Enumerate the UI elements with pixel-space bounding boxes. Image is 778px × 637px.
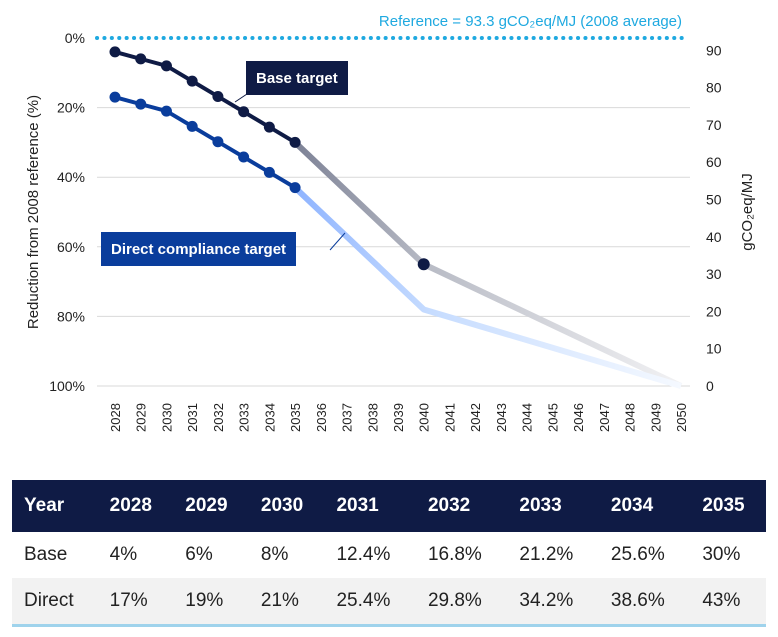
data-table: Year 2028 2029 2030 2031 2032 2033 2034 2035 Bas… — [12, 480, 766, 627]
chart: 0% 20% 40% 60% 80% 100% 90 80 70 60 50 40 30 20 10 0 202… — [25, 13, 756, 432]
x-tick-label: 2040 — [417, 403, 432, 432]
data-point — [289, 136, 301, 148]
data-point — [289, 182, 301, 194]
table-cell: Base — [24, 544, 68, 565]
table-cell: 6% — [185, 544, 213, 565]
x-tick-label: 2047 — [597, 403, 612, 432]
projection-line — [293, 185, 682, 389]
y-tick-label: 20% — [57, 100, 85, 116]
y-tick-label: 60% — [57, 239, 85, 255]
y-tick-label: 80% — [57, 308, 85, 324]
table-cell: 25.6% — [610, 544, 665, 565]
direct-label-leader — [329, 232, 346, 251]
table-cell: 34.2% — [507, 578, 599, 627]
x-tick-label: 2038 — [365, 403, 380, 432]
table-cell: 21.2% — [519, 544, 574, 565]
table-cell: 12.4% — [336, 544, 391, 565]
x-tick-label: 2041 — [442, 403, 457, 432]
table-header-row: Year 2028 2029 2030 2031 2032 2033 2034 2035 — [12, 480, 766, 532]
x-tick-label: 2039 — [391, 403, 406, 432]
table-cell: 25.4% — [324, 578, 416, 627]
x-tick-label: 2045 — [545, 403, 560, 432]
x-tick-label: 2049 — [648, 403, 663, 432]
x-tick-label: 2050 — [674, 403, 689, 432]
data-point — [109, 91, 121, 103]
x-tick-label: 2033 — [237, 403, 252, 432]
x-tick-label: 2032 — [211, 403, 226, 432]
data-point-2040 — [417, 258, 430, 271]
x-tick-label: 2043 — [494, 403, 509, 432]
y-tick-label: 40% — [57, 169, 85, 185]
data-point — [238, 151, 250, 163]
x-tick-label: 2030 — [159, 403, 174, 432]
y-tick-label: 0% — [65, 30, 85, 46]
data-point — [263, 121, 275, 133]
table-cell: 19% — [173, 578, 249, 627]
table-cell: 38.6% — [598, 578, 691, 627]
x-tick-label: 2042 — [468, 403, 483, 432]
data-point — [263, 166, 275, 178]
y-right-tick-label: 10 — [706, 341, 722, 357]
table-cell: 2033 — [507, 480, 599, 532]
data-point — [135, 98, 147, 110]
table-cell: 30% — [702, 544, 741, 565]
table-cell: 21% — [248, 578, 325, 627]
y-right-tick-label: 20 — [706, 303, 722, 319]
table-cell: 43% — [690, 578, 766, 627]
table-row-direct: Direct 17% 19% 21% 25.4% 29.8% 34.2% 38.6% 43% — [12, 578, 766, 627]
data-point — [135, 53, 147, 65]
x-tick-label: 2031 — [185, 403, 200, 432]
table-cell: 29.8% — [415, 578, 508, 627]
x-tick-label: 2037 — [340, 403, 355, 432]
table-cell: 2034 — [598, 480, 691, 532]
base-target-label: Base target — [246, 61, 348, 95]
reference-label: Reference = 93.3 gCO₂eq/MJ (2008 average… — [379, 13, 682, 30]
x-tick-label: 2029 — [134, 403, 149, 432]
x-tick-label: 2044 — [520, 403, 535, 432]
y-right-tick-label: 30 — [706, 266, 722, 282]
table-cell: 17% — [97, 578, 174, 627]
x-tick-label: 2048 — [623, 403, 638, 432]
x-tick-label: 2028 — [108, 403, 123, 432]
y-right-tick-label: 70 — [706, 117, 722, 133]
y-right-tick-label: 80 — [706, 80, 722, 96]
x-tick-label: 2035 — [288, 403, 303, 432]
data-point — [109, 46, 121, 58]
x-tick-label: 2036 — [314, 403, 329, 432]
y-axis-label: Reduction from 2008 reference (%) — [25, 95, 42, 329]
x-tick-label: 2034 — [262, 403, 277, 432]
table-cell: 4% — [109, 544, 138, 565]
table-cell: 8% — [260, 544, 289, 565]
data-point — [186, 120, 198, 132]
y-right-tick-label: 0 — [706, 378, 714, 394]
data-point — [160, 60, 172, 72]
table-cell: Year — [12, 480, 98, 532]
y-right-tick-label: 60 — [706, 154, 722, 170]
data-point — [238, 106, 250, 118]
data-point — [186, 75, 198, 87]
data-point — [212, 90, 224, 102]
table-cell: 16.8% — [427, 544, 482, 565]
y-right-tick-label: 90 — [706, 42, 722, 58]
y-tick-label: 100% — [49, 378, 85, 394]
table-cell: 2035 — [690, 480, 766, 532]
table-cell: 2030 — [248, 480, 325, 532]
data-point — [212, 136, 224, 148]
y-right-axis-label: gCO₂eq/MJ — [739, 173, 756, 251]
table-row-base: Base 4% 6% 8% 12.4% 16.8% 21.2% 25.6% 30% — [12, 532, 766, 578]
projection-line — [293, 140, 683, 389]
table-cell: 2031 — [324, 480, 416, 532]
y-right-tick-label: 50 — [706, 192, 722, 208]
direct-target-label: Direct compliance target — [101, 232, 297, 266]
table-cell: 2028 — [97, 480, 174, 532]
x-tick-label: 2046 — [571, 403, 586, 432]
table-cell: 2029 — [173, 480, 249, 532]
data-point — [160, 105, 172, 117]
y-right-tick-label: 40 — [706, 229, 722, 245]
table-cell: 2032 — [415, 480, 508, 532]
table-cell: Direct — [12, 578, 98, 627]
